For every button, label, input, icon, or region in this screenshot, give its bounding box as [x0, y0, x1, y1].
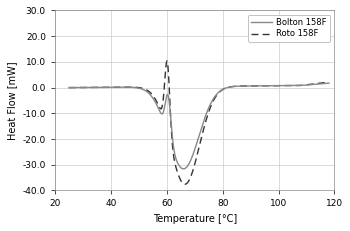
Bolton 158F [320, 82, 324, 85]
Bolton 158F [181, 167, 186, 170]
Line: Roto 158F: Roto 158F [69, 61, 329, 184]
Bolton 158F [319, 82, 323, 85]
Bolton 158F [327, 82, 331, 85]
Roto 158F [272, 84, 276, 87]
Legend: Bolton 158F, Roto 158F: Bolton 158F, Roto 158F [248, 15, 330, 42]
Roto 158F [194, 160, 198, 162]
Roto 158F [183, 183, 187, 186]
Roto 158F [67, 86, 71, 89]
Roto 158F [320, 82, 324, 84]
Bolton 158F [272, 84, 276, 87]
Bolton 158F [187, 163, 191, 166]
Y-axis label: Heat Flow [mW]: Heat Flow [mW] [7, 61, 17, 140]
Roto 158F [187, 180, 191, 182]
Roto 158F [320, 82, 324, 84]
Roto 158F [80, 86, 84, 89]
Roto 158F [165, 60, 169, 62]
Line: Bolton 158F: Bolton 158F [69, 83, 329, 169]
Roto 158F [327, 81, 331, 84]
X-axis label: Temperature [°C]: Temperature [°C] [153, 214, 237, 224]
Bolton 158F [80, 86, 84, 89]
Bolton 158F [193, 146, 197, 149]
Bolton 158F [67, 86, 71, 89]
